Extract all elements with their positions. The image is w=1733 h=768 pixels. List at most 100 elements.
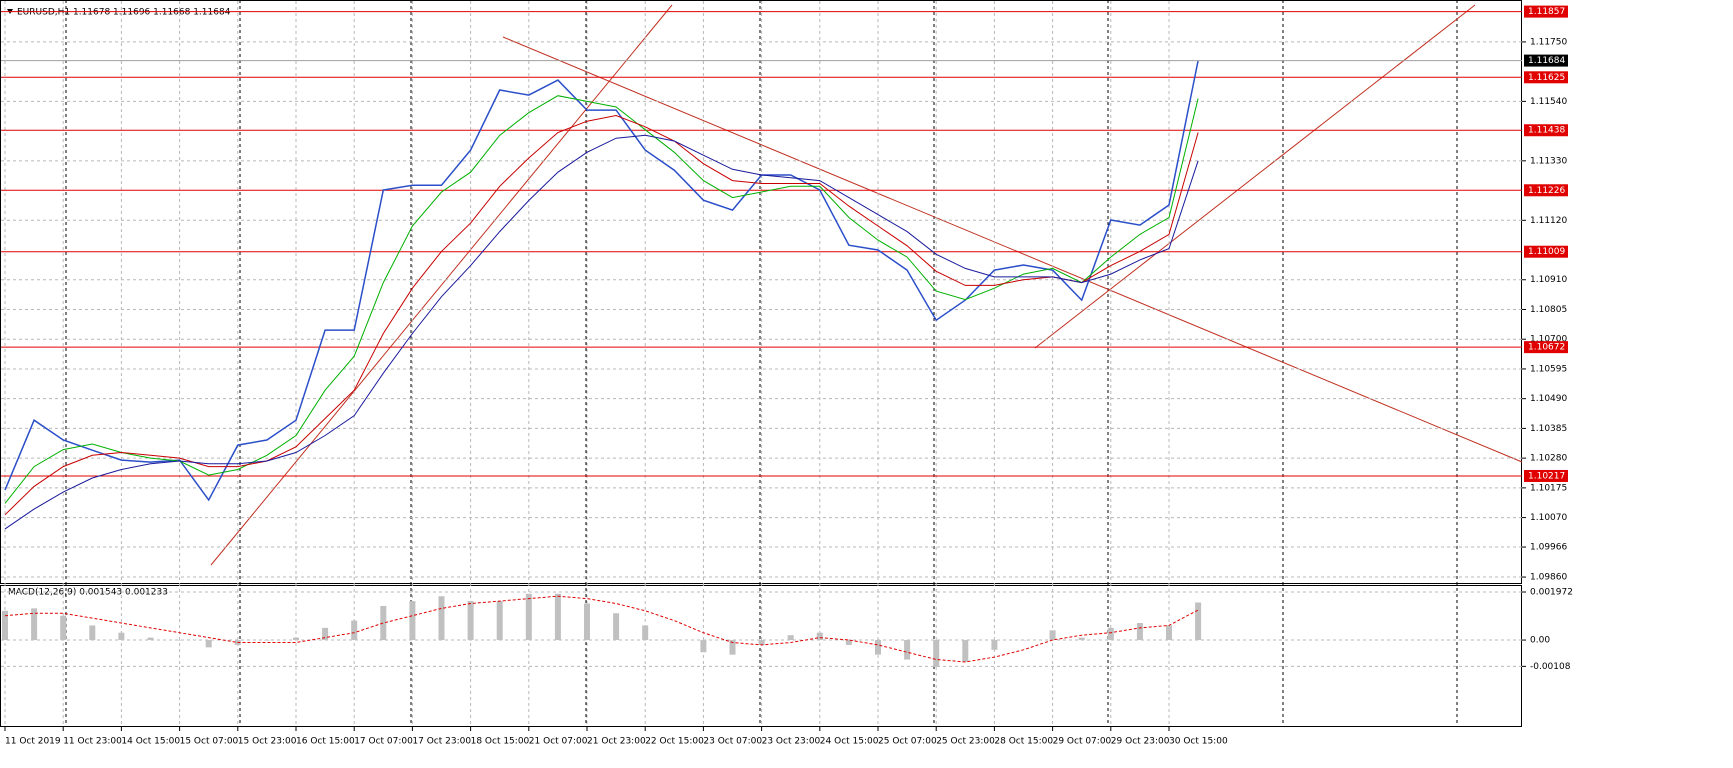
price-level-tag — [1524, 341, 1568, 354]
x-tick-label: 29 Oct 07:00 — [1053, 737, 1112, 747]
macd-bar — [322, 627, 329, 641]
price-level-tag — [1524, 469, 1568, 482]
x-tick-label: 11 Oct 2019 — [5, 737, 61, 747]
macd-bar — [147, 637, 154, 641]
y-tick-label: 1.10175 — [1530, 483, 1567, 493]
x-tick-label: 17 Oct 23:00 — [412, 737, 471, 747]
moving-average — [4, 114, 1199, 516]
macd-bar — [31, 608, 38, 641]
y-tick-label: 1.10595 — [1530, 364, 1567, 374]
y-tick-label: 1.11750 — [1530, 37, 1567, 47]
x-tick-label: 15 Oct 23:00 — [238, 737, 297, 747]
x-tick-label: 11 Oct 23:00 — [63, 737, 122, 747]
x-tick-label: 25 Oct 23:00 — [936, 737, 995, 747]
macd-bar — [60, 615, 67, 641]
x-tick-label: 21 Oct 23:00 — [587, 737, 646, 747]
y-tick-label: 0.00 — [1530, 636, 1550, 646]
x-tick-label: 23 Oct 07:00 — [703, 737, 762, 747]
x-tick-label: 23 Oct 23:00 — [762, 737, 821, 747]
price-level-tag — [1524, 71, 1568, 84]
y-tick-label: 0.001972 — [1530, 588, 1573, 598]
macd-bar — [118, 632, 125, 641]
macd-bar — [467, 601, 474, 641]
x-tick-label: 29 Oct 23:00 — [1111, 737, 1170, 747]
macd-bar — [496, 601, 503, 641]
macd-bar — [787, 635, 794, 641]
y-tick-label: 1.09860 — [1530, 573, 1567, 583]
x-tick-label: 24 Oct 15:00 — [820, 737, 879, 747]
macd-panel — [0, 585, 1522, 727]
chart-title: EURUSD,H1 1.11678 1.11696 1.11668 1.1168… — [17, 8, 231, 18]
price-level-tag — [1524, 5, 1568, 18]
x-tick-label: 28 Oct 15:00 — [994, 737, 1053, 747]
macd-bar — [293, 637, 299, 641]
moving-average — [4, 134, 1199, 530]
macd-bar — [1166, 625, 1172, 641]
price-level-tag — [1524, 184, 1568, 197]
y-tick-label: 1.11540 — [1530, 97, 1567, 107]
main-panel — [0, 0, 1522, 584]
y-tick-label: 1.10385 — [1530, 424, 1567, 434]
y-tick-label: 1.11120 — [1530, 216, 1567, 226]
y-tick-label: 1.11330 — [1530, 156, 1567, 166]
price-level-label: 1.11226 — [1528, 186, 1565, 196]
price-level-label: 1.11857 — [1528, 7, 1565, 17]
price-level-tag — [1524, 124, 1568, 137]
price-level-label: 1.10672 — [1528, 343, 1565, 353]
macd-bar — [816, 632, 823, 641]
macd-bar — [933, 640, 940, 667]
macd-bar — [962, 640, 969, 662]
macd-bar — [1078, 637, 1085, 641]
macd-bar — [991, 640, 998, 650]
x-tick-label: 15 Oct 07:00 — [180, 737, 239, 747]
price-line — [4, 60, 1199, 502]
macd-bar — [584, 603, 590, 641]
macd-bar — [875, 640, 881, 655]
y-tick-label: 1.10700 — [1530, 335, 1567, 345]
macd-bar — [904, 640, 911, 660]
y-tick-label: 1.10805 — [1530, 305, 1567, 315]
macd-bar — [845, 640, 852, 645]
y-tick-label: 1.10280 — [1530, 454, 1567, 464]
macd-bar — [2, 610, 8, 641]
x-tick-label: 17 Oct 07:00 — [354, 737, 413, 747]
macd-bar — [613, 613, 620, 641]
macd-bar — [205, 640, 212, 648]
macd-bar — [380, 605, 387, 641]
current-price-label: 1.11684 — [1528, 56, 1565, 66]
macd-bar — [1136, 622, 1143, 641]
macd-bar — [525, 593, 532, 641]
price-level-label: 1.11625 — [1528, 73, 1565, 83]
current-price-tag — [1524, 54, 1568, 67]
macd-signal — [4, 595, 1199, 663]
trend-lines — [210, 4, 1523, 566]
x-tick-label: 30 Oct 15:00 — [1169, 737, 1228, 747]
macd-bar — [89, 625, 96, 641]
macd-bar — [554, 593, 561, 641]
x-tick-label: 22 Oct 15:00 — [645, 737, 704, 747]
macd-bar — [263, 640, 270, 641]
y-tick-label: 1.10070 — [1530, 513, 1567, 523]
x-tick-label: 25 Oct 07:00 — [878, 737, 937, 747]
x-tick-label: 14 Oct 15:00 — [121, 737, 180, 747]
x-tick-label: 16 Oct 15:00 — [296, 737, 355, 747]
moving-average — [4, 95, 1199, 504]
price-level-tag — [1524, 245, 1568, 258]
macd-bar — [671, 640, 678, 641]
macd-bar — [700, 640, 707, 653]
y-tick-label: 1.10910 — [1530, 275, 1567, 285]
macd-bar — [1107, 627, 1114, 641]
macd-bar — [1049, 630, 1056, 641]
x-tick-label: 21 Oct 07:00 — [529, 737, 588, 747]
price-level-label: 1.11009 — [1528, 247, 1565, 257]
macd-bar — [176, 640, 183, 641]
price-level-label: 1.10217 — [1528, 471, 1565, 481]
y-tick-label: 1.09966 — [1530, 543, 1567, 553]
macd-bar — [1195, 602, 1202, 641]
macd-bar — [729, 640, 736, 655]
price-level-label: 1.11438 — [1528, 126, 1565, 136]
y-tick-label: -0.00108 — [1530, 662, 1571, 672]
macd-bar — [758, 640, 765, 645]
